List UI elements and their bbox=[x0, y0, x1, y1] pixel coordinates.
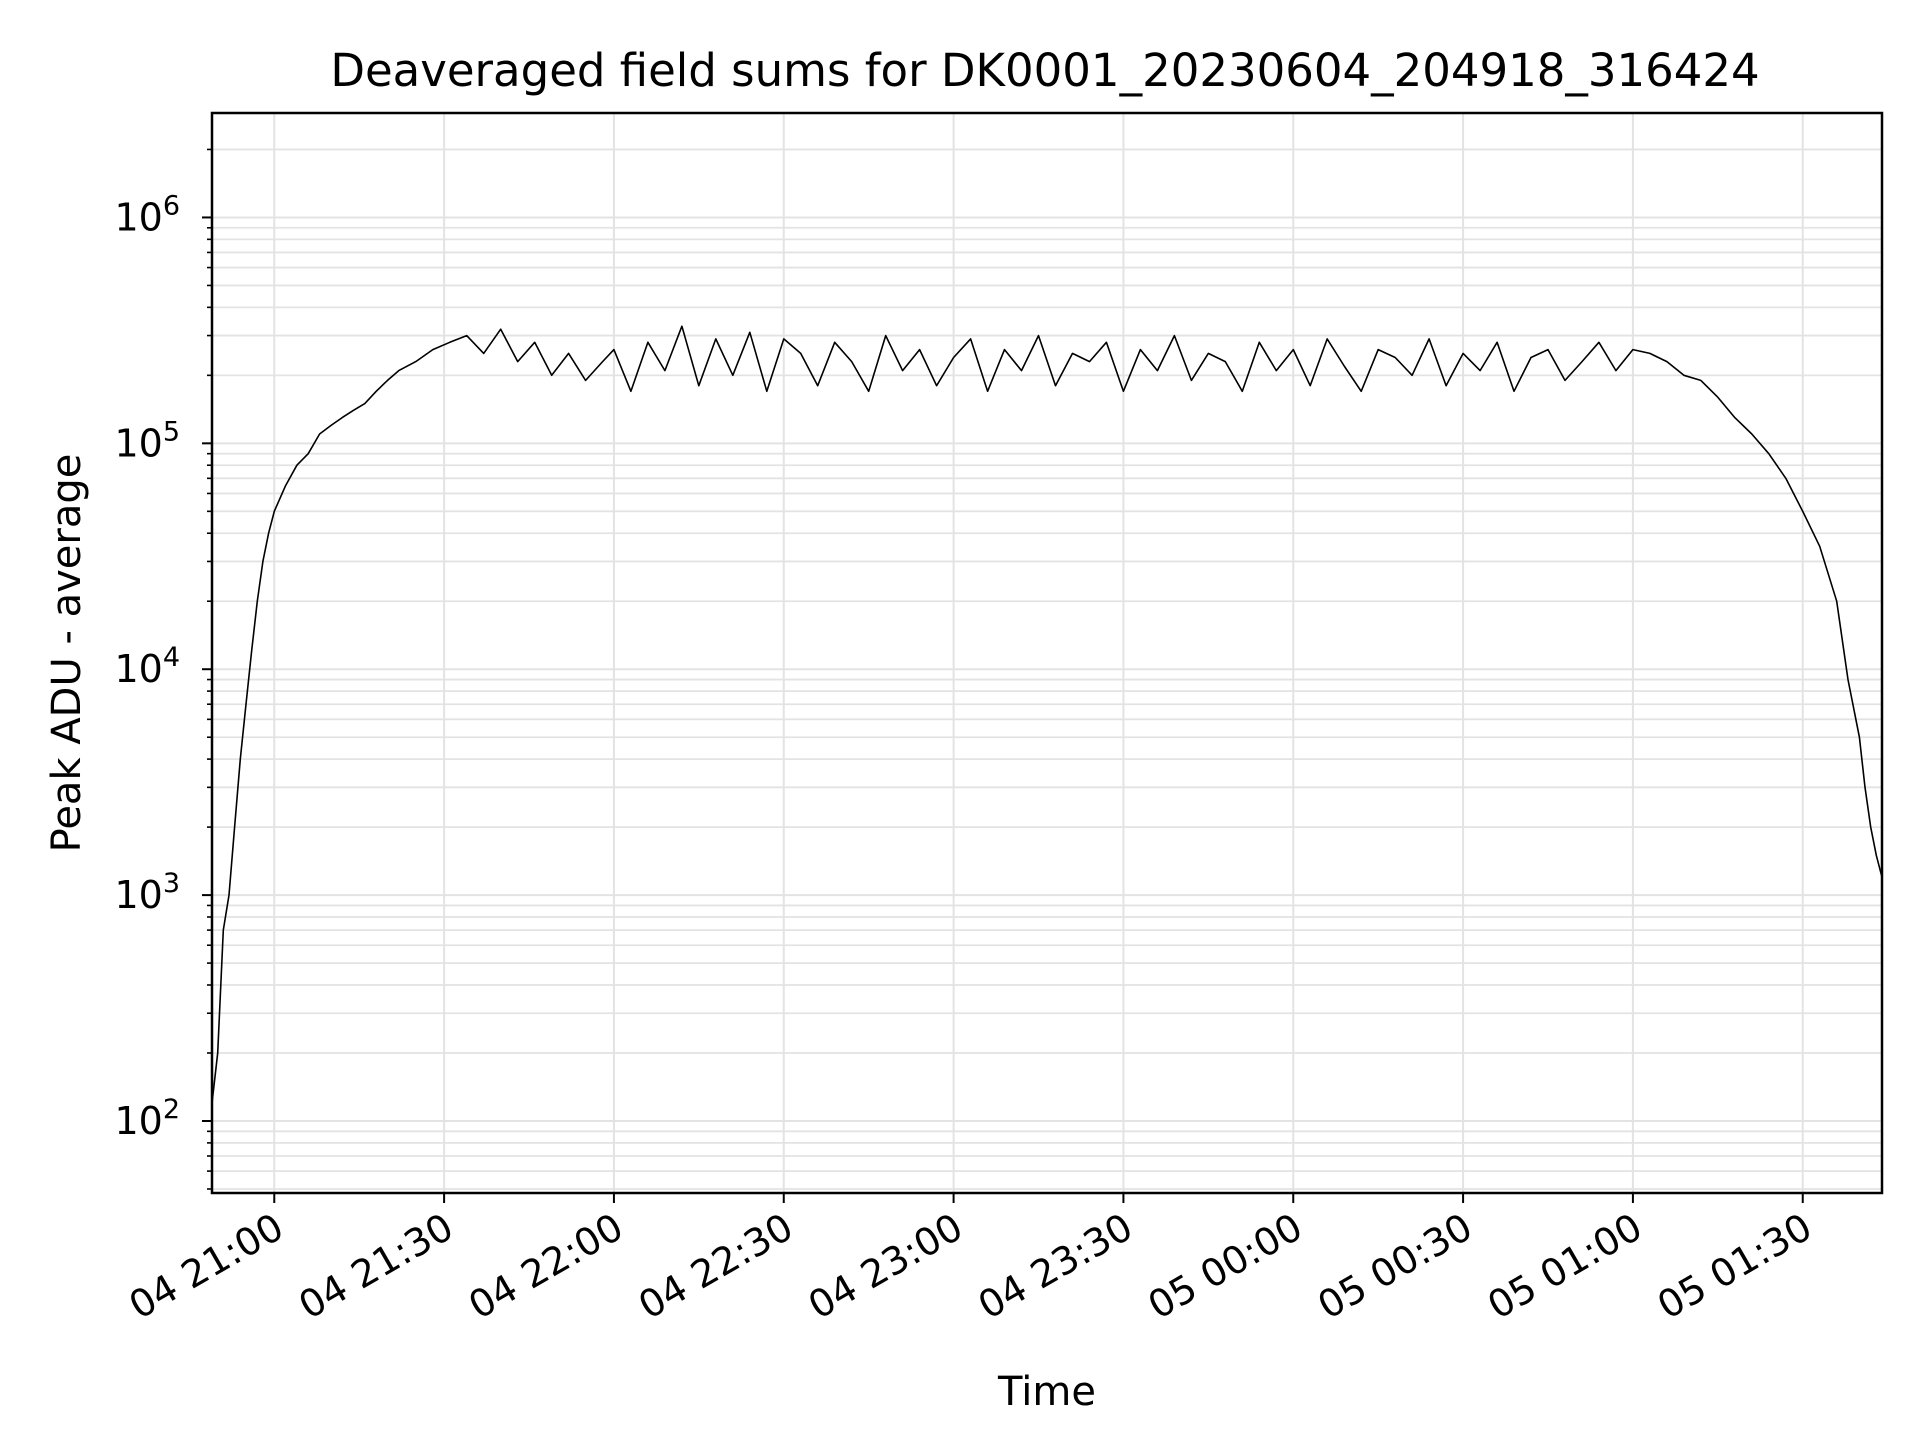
y-tick-label: 102 bbox=[114, 1094, 180, 1143]
chart-title: Deaveraged field sums for DK0001_2023060… bbox=[330, 44, 1759, 97]
x-axis-label: Time bbox=[997, 1369, 1096, 1415]
y-tick-label: 103 bbox=[114, 868, 180, 917]
series-group bbox=[211, 325, 1883, 1104]
y-tick-label: 104 bbox=[114, 642, 180, 691]
x-gridlines bbox=[273, 113, 1804, 1193]
y-gridlines bbox=[212, 148, 1882, 1190]
y-tick-label: 106 bbox=[114, 190, 180, 239]
y-tick-label: 105 bbox=[114, 416, 180, 465]
y-axis-ticks: 102 103 104 105 106 bbox=[114, 148, 212, 1190]
series-line bbox=[211, 325, 1883, 1104]
y-axis-label: Peak ADU - average bbox=[44, 454, 90, 853]
plot-frame bbox=[210, 111, 1884, 1195]
